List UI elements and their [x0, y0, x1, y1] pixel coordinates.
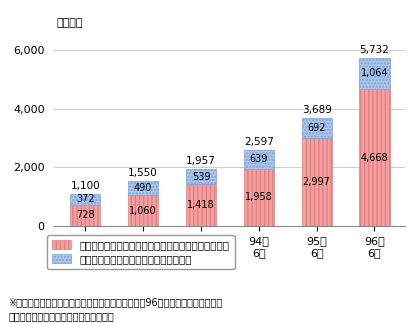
Bar	[244, 150, 274, 169]
Text: 3,689: 3,689	[302, 105, 331, 115]
Text: 1,957: 1,957	[186, 156, 216, 166]
Text: 372: 372	[76, 194, 94, 204]
Text: 1,100: 1,100	[71, 181, 100, 191]
Text: 2,997: 2,997	[303, 177, 331, 187]
Text: 1,958: 1,958	[245, 193, 273, 202]
Text: 4,668: 4,668	[361, 152, 388, 162]
Text: 1,550: 1,550	[128, 168, 158, 178]
Text: 1,064: 1,064	[361, 68, 388, 78]
Bar	[70, 205, 100, 226]
Bar	[302, 118, 331, 138]
Bar	[128, 195, 158, 226]
Legend: 会員数が１万人以上のパソコンネット局の会員数合計, その他のパソコンネット局の会員数合計: 会員数が１万人以上のパソコンネット局の会員数合計, その他のパソコンネット局の会…	[47, 235, 234, 269]
Bar	[70, 194, 100, 205]
Text: 539: 539	[192, 172, 210, 182]
Text: 490: 490	[134, 183, 152, 193]
Text: （千人）: （千人）	[56, 18, 83, 28]
Text: ※「会員数が１万人以上のパソコンネット局」は、96年度調査時点に１万人以
　上の会員数を有するパソコンネット局: ※「会員数が１万人以上のパソコンネット局」は、96年度調査時点に１万人以 上の会…	[8, 297, 223, 321]
Bar	[186, 184, 216, 226]
Text: 2,597: 2,597	[244, 137, 274, 147]
Bar	[302, 138, 331, 226]
Text: 639: 639	[250, 154, 268, 164]
Bar	[359, 89, 390, 226]
Text: 5,732: 5,732	[359, 45, 390, 55]
Text: 1,060: 1,060	[129, 205, 157, 215]
Bar	[128, 181, 158, 195]
Text: 1,418: 1,418	[187, 200, 215, 210]
Text: 692: 692	[307, 123, 326, 133]
Bar	[186, 169, 216, 184]
Bar	[359, 58, 390, 89]
Bar	[244, 169, 274, 226]
Text: 728: 728	[76, 210, 94, 220]
